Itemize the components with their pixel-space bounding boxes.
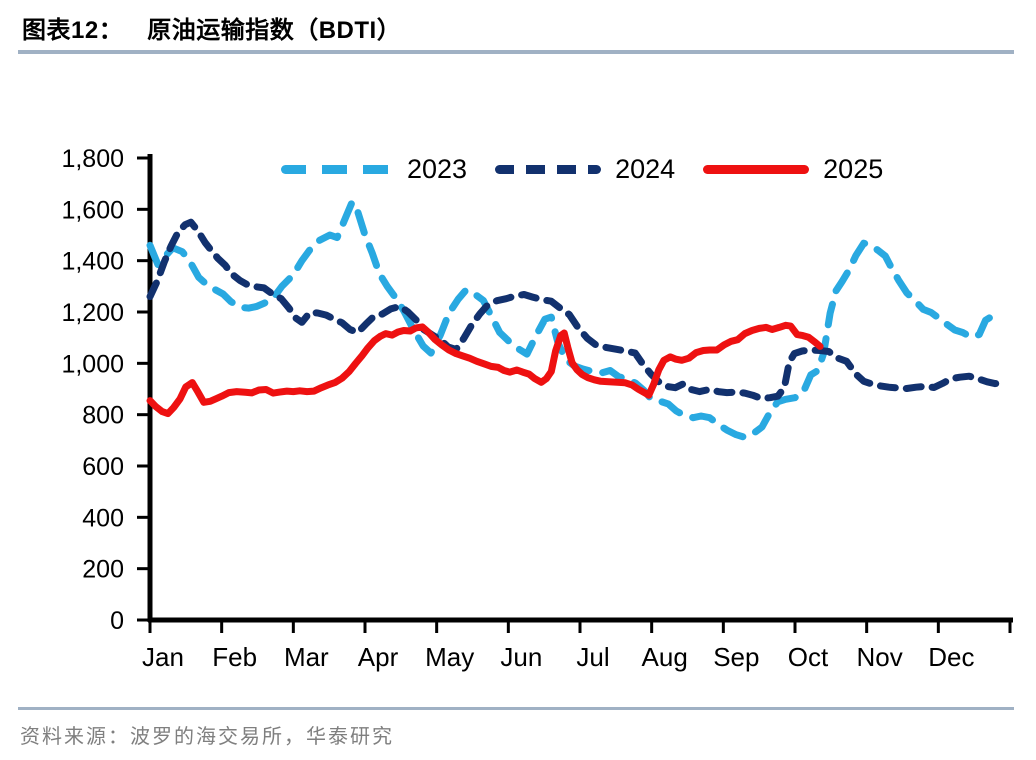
page-title: 图表12： 原油运输指数（BDTI）: [22, 10, 401, 45]
y-tick-label: 1,800: [61, 145, 124, 173]
x-tick-label: Feb: [212, 642, 257, 672]
x-tick-label: Aug: [642, 642, 688, 672]
y-tick-label: 1,600: [61, 196, 124, 224]
x-tick-label: Mar: [284, 642, 329, 672]
y-tick-label: 1,200: [61, 299, 124, 327]
figure-number-label: 图表12：: [22, 17, 124, 44]
legend-dash-2024: [495, 164, 602, 174]
y-tick-label: 600: [82, 453, 124, 481]
legend-item-2023: 2023: [281, 153, 467, 185]
x-tick-label: May: [425, 642, 474, 672]
legend-dash-2023: [281, 164, 393, 174]
x-tick-label: Jul: [576, 642, 609, 672]
legend-item-2024: 2024: [495, 153, 675, 185]
legend-line-2025: [703, 164, 810, 174]
x-tick-label: Oct: [788, 642, 829, 672]
series-line-2025: [146, 321, 824, 418]
legend-label-2024: 2024: [615, 154, 676, 184]
y-tick-label: 0: [110, 607, 124, 635]
series-line-2024: [146, 218, 1006, 402]
x-tick-label: Apr: [358, 642, 399, 672]
y-tick-label: 1,400: [61, 248, 124, 276]
y-tick-label: 1,000: [61, 350, 124, 378]
y-tick-label: 400: [82, 504, 124, 532]
legend-label-2023: 2023: [407, 154, 468, 184]
x-tick-label: Jan: [142, 642, 184, 672]
x-tick-label: Sep: [713, 642, 759, 672]
legend-label-2025: 2025: [823, 154, 884, 184]
footer-divider: [18, 707, 1014, 710]
chart-legend: 2023 2024 2025: [281, 153, 911, 185]
x-tick-label: Jun: [500, 642, 542, 672]
title-divider: [18, 50, 1014, 54]
y-tick-label: 800: [82, 402, 124, 430]
x-tick-label: Nov: [857, 642, 903, 672]
legend-item-2025: 2025: [703, 153, 883, 185]
y-tick-label: 200: [82, 556, 124, 584]
source-note: 资料来源：波罗的海交易所，华泰研究: [20, 726, 394, 748]
figure-title: 原油运输指数（BDTI）: [147, 17, 402, 44]
series-line-2023: [146, 198, 1004, 441]
x-tick-label: Dec: [928, 642, 974, 672]
